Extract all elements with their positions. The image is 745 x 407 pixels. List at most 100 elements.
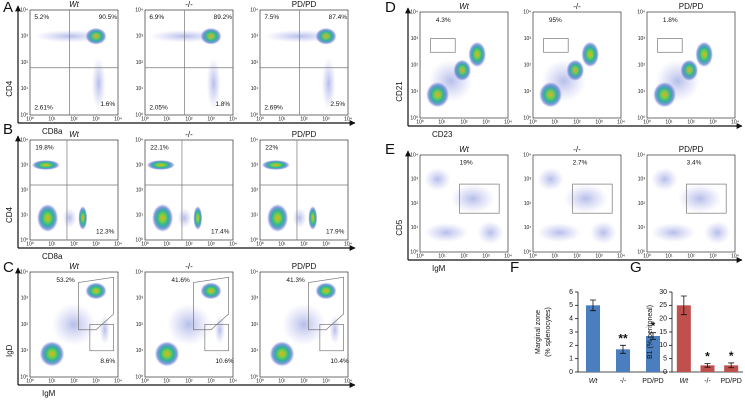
x-tick-label: 10²: [185, 116, 193, 122]
panel-letter: B: [3, 121, 13, 138]
x-tick-label: 10³: [322, 116, 330, 122]
y-tick-label: 10²: [251, 60, 259, 66]
plot-frame: [532, 154, 622, 253]
x-tick-label: PD/PD: [642, 378, 663, 385]
y-tick-label: 2: [569, 342, 573, 349]
y-axis-label: IgD: [5, 344, 14, 357]
x-tick-label: 10³: [207, 378, 215, 384]
density-cloud: [695, 41, 713, 68]
y-tick-label: 10²: [21, 60, 29, 66]
x-tick-label: -/-: [704, 378, 711, 385]
density-cloud: [206, 57, 221, 110]
x-tick-label: 10¹: [438, 253, 446, 259]
gate-percent: 90.5%: [99, 14, 118, 21]
plot-title: -/-: [573, 2, 581, 11]
y-tick-label: 10³: [21, 296, 29, 302]
x-tick-label: 10²: [300, 378, 308, 384]
density-cloud: [62, 208, 77, 228]
plot-frame: [646, 154, 736, 253]
density-cloud: [214, 315, 226, 345]
plot-title: PD/PD: [679, 145, 704, 154]
gate-percent: 19%: [460, 159, 473, 166]
x-tick-label: 10²: [185, 241, 193, 247]
x-tick-label: 10²: [687, 253, 695, 259]
x-tick-label: 10³: [322, 241, 330, 247]
x-tick-label: 10³: [322, 378, 330, 384]
x-tick-label: 10⁰: [416, 119, 424, 125]
error-bar: [704, 363, 711, 368]
y-tick-label: 10³: [251, 296, 259, 302]
y-tick-label: 10⁴: [250, 269, 258, 275]
x-tick-label: 10³: [595, 253, 603, 259]
density-cloud: [99, 315, 111, 345]
y-tick-label: 0: [663, 369, 667, 376]
x-tick-label: 10¹: [278, 241, 286, 247]
error-bar: [728, 362, 735, 369]
x-tick-label: 10⁰: [416, 253, 424, 259]
density-cloud: [269, 341, 295, 367]
x-tick-label: 10⁴: [344, 241, 352, 247]
density-cloud: [468, 41, 487, 68]
gate: [193, 276, 229, 331]
gate-percent: 1.8%: [663, 17, 678, 24]
significance: **: [618, 332, 628, 346]
gate-percent: 8.6%: [100, 358, 115, 365]
y-tick-label: 10¹: [21, 212, 29, 218]
gate-percent: 7.5%: [264, 14, 279, 21]
density-cloud: [152, 204, 174, 232]
panel-letter: G: [630, 259, 642, 276]
density-cloud: [428, 59, 473, 103]
y-tick-label: 5: [569, 302, 573, 309]
x-tick-label: Wt: [680, 378, 690, 385]
y-tick-label: 10²: [136, 60, 144, 66]
gate-percent: 1.8%: [215, 101, 230, 108]
x-tick-label: 10³: [92, 116, 100, 122]
plot-title: Wt: [69, 0, 80, 9]
panel-letter: C: [3, 259, 14, 276]
plot-frame: [144, 139, 234, 241]
y-tick-label: 10¹: [136, 212, 144, 218]
x-tick-label: 10²: [70, 116, 78, 122]
x-tick-label: 10¹: [665, 253, 673, 259]
x-tick-label: 10¹: [163, 116, 171, 122]
y-tick-label: 4: [569, 316, 573, 323]
x-tick-label: 10²: [460, 119, 468, 125]
error-bar: [650, 332, 656, 340]
y-tick-label: 10²: [251, 322, 259, 328]
y-tick-label: 10³: [524, 177, 532, 183]
density-cloud: [146, 160, 175, 170]
plot-frame: [144, 271, 234, 378]
x-tick-label: 10¹: [278, 116, 286, 122]
y-tick-label: 10²: [251, 187, 259, 193]
x-tick-label: 10³: [595, 119, 603, 125]
y-tick-label: 10⁴: [523, 9, 531, 15]
density-cloud: [450, 184, 495, 214]
x-tick-label: 10²: [573, 119, 581, 125]
density-cloud: [424, 167, 451, 191]
y-axis-label: CD4: [5, 80, 14, 97]
y-tick-label: 10²: [524, 62, 532, 68]
gate: [430, 38, 456, 53]
x-tick-label: 10⁰: [256, 116, 264, 122]
y-tick-label: 10²: [136, 322, 144, 328]
bar: [700, 365, 715, 372]
y-tick-label: 10⁰: [410, 249, 418, 255]
x-tick-label: 10²: [70, 241, 78, 247]
y-tick-label: 10⁰: [135, 112, 143, 118]
y-tick-label: 10⁰: [637, 249, 645, 255]
y-axis-label: CD21: [395, 81, 404, 102]
gate: [459, 183, 500, 214]
y-tick-label: 10⁴: [250, 7, 258, 13]
y-tick-label: 10⁴: [135, 137, 143, 143]
y-tick-label: 10⁰: [250, 374, 258, 380]
plot-frame: [532, 11, 622, 119]
gate-percent: 2.5%: [330, 101, 345, 108]
x-tick-label: 10⁴: [617, 119, 625, 125]
x-tick-label: 10⁰: [643, 119, 651, 125]
bar: [676, 305, 691, 372]
y-tick-label: 10: [659, 342, 667, 349]
density-cloud: [424, 222, 469, 243]
plot-title: PD/PD: [292, 0, 317, 9]
error-bar: [680, 295, 687, 316]
